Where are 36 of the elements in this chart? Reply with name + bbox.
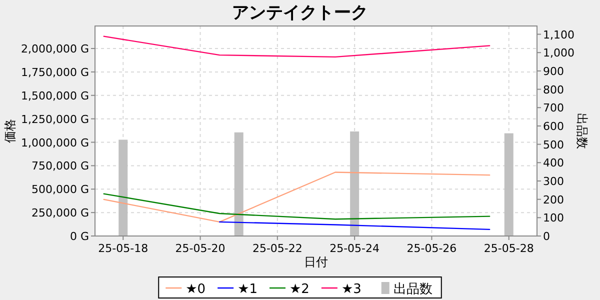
- y2-tick-label: 0: [543, 230, 550, 243]
- y-axis-title: 価格: [3, 119, 17, 143]
- x-tick-label: 25-05-20: [175, 242, 226, 255]
- y-tick-label: 2,000,000 G: [20, 42, 89, 56]
- x-tick-label: 25-05-24: [330, 242, 380, 255]
- y-tick-label: 1,500,000 G: [20, 89, 89, 102]
- legend-label: ★3: [341, 282, 362, 297]
- legend-label: ★0: [186, 282, 206, 297]
- y-tick-label: 1,250,000 G: [20, 112, 89, 126]
- legend-label: ★1: [238, 282, 258, 297]
- x-tick-label: 25-05-22: [252, 242, 302, 255]
- y2-tick-label: 200: [543, 193, 564, 206]
- x-tick-label: 25-05-26: [406, 242, 457, 255]
- y2-axis-title: 出品数: [575, 113, 589, 149]
- x-axis-title: 日付: [304, 255, 328, 269]
- y2-tick-label: 1,000: [543, 46, 574, 60]
- legend-label: ★2: [290, 282, 310, 297]
- y2-tick-label: 900: [543, 64, 564, 78]
- y-tick-label: 750,000 G: [31, 160, 89, 173]
- y-tick-label: 0 G: [70, 230, 89, 243]
- y2-tick-label: 500: [543, 138, 564, 152]
- y-tick-label: 250,000 G: [31, 206, 89, 220]
- y2-tick-label: 100: [543, 212, 564, 225]
- y2-tick-label: 1,100: [543, 28, 574, 42]
- y-tick-label: 1,000,000 G: [20, 136, 89, 150]
- y2-tick-label: 400: [543, 156, 564, 170]
- y-tick-label: 500,000 G: [31, 183, 89, 196]
- legend-label: 出品数: [393, 282, 432, 297]
- y2-tick-label: 700: [543, 102, 564, 115]
- x-tick-label: 25-05-18: [98, 242, 148, 255]
- y-tick-label: 1,750,000 G: [20, 66, 89, 79]
- x-tick-label: 25-05-28: [484, 242, 534, 255]
- chart-title: アンテイクトーク: [232, 3, 368, 23]
- y2-tick-label: 800: [543, 83, 564, 96]
- y2-tick-label: 600: [543, 120, 564, 133]
- y2-tick-label: 300: [543, 174, 564, 188]
